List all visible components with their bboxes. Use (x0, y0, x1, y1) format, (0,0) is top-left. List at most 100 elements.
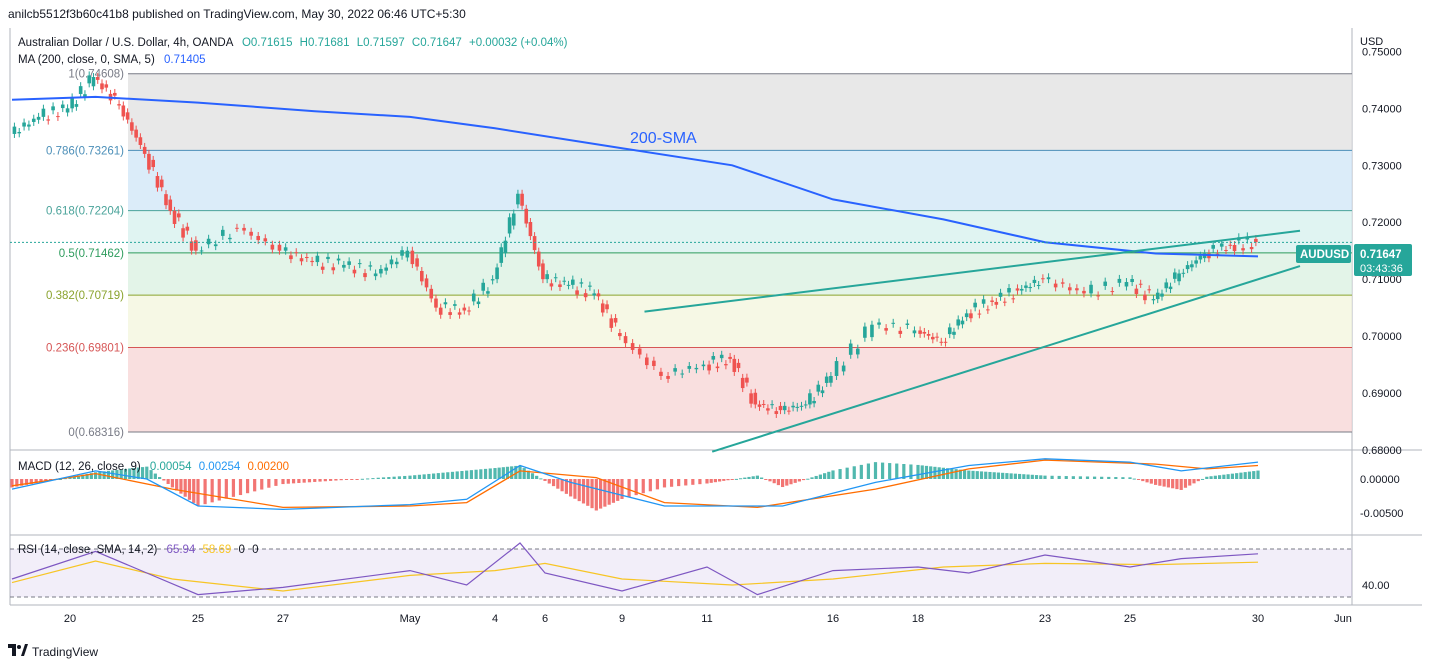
macd-histogram-bar (1218, 475, 1222, 479)
tradingview-logo-icon[interactable] (8, 641, 28, 663)
candle-body (213, 244, 218, 247)
macd-histogram-bar (726, 479, 730, 481)
candle-body (863, 326, 867, 338)
macd-histogram-bar (1039, 475, 1043, 479)
macd-histogram-bar (641, 479, 645, 494)
fib-zone (128, 210, 1352, 253)
candle-body (719, 354, 724, 359)
sma-200-line (11, 95, 1259, 258)
candle-body (1177, 273, 1181, 282)
macd-histogram-bar (655, 479, 660, 490)
candle-body (434, 298, 438, 308)
candle-body (1019, 288, 1024, 291)
time-axis-label: 6 (542, 613, 548, 625)
candle-body (41, 108, 46, 117)
candle-body (1232, 245, 1237, 252)
candle-body (592, 293, 596, 296)
chart-area[interactable]: 1(0.74608) 0.786(0.73261) 0.618(0.72204) 0.… (0, 28, 1432, 640)
macd-histogram-bar (497, 467, 501, 479)
candle-body (78, 86, 83, 94)
candle-body (973, 302, 977, 308)
candle-body (1147, 289, 1151, 291)
candle-body (389, 259, 394, 265)
macd-histogram-bar (455, 471, 459, 479)
candle-body (1219, 243, 1224, 247)
macd-histogram-bar (1243, 472, 1247, 479)
candle-body (87, 75, 91, 84)
candle-body (816, 384, 821, 392)
candle-body (368, 265, 373, 267)
fib-zone (128, 73, 1352, 151)
candle-body (277, 244, 282, 251)
macd-line (11, 458, 1259, 511)
candle-body (659, 371, 663, 376)
candle-body (637, 348, 642, 355)
rsi-value: 65.94 (167, 544, 196, 556)
macd-histogram-bar (755, 475, 759, 479)
rsi-line (11, 542, 1259, 596)
candle-body (117, 104, 121, 106)
candle-body (503, 240, 508, 254)
candle-body (1082, 290, 1086, 294)
candle-body (666, 375, 670, 379)
macd-histogram-bar (260, 479, 264, 490)
candle-body (1155, 292, 1160, 300)
candle-body (596, 293, 601, 297)
macd-histogram-bar (465, 470, 469, 479)
macd-histogram-bar (522, 468, 526, 479)
time-axis-label: Jun (1334, 613, 1352, 625)
macd-histogram-bar (1001, 472, 1005, 479)
macd-histogram-bar (1085, 476, 1090, 479)
candle-body (83, 94, 87, 97)
candle-body (185, 226, 190, 231)
candle-body (740, 377, 745, 389)
symbol-tag-name: AUDUSD (1300, 249, 1349, 261)
candle-body (113, 92, 117, 96)
candle-body (848, 343, 853, 355)
macd-histogram-bar (1043, 475, 1047, 479)
fib-level-label: 1(0.74608) (68, 69, 124, 81)
candle-body (782, 405, 787, 411)
macd-histogram-bar (1209, 476, 1213, 479)
macd-histogram-bar (760, 477, 764, 479)
macd-histogram-bar (962, 470, 967, 479)
candle-body (812, 400, 816, 404)
candle-body (453, 304, 457, 306)
symbol-tag[interactable]: AUDUSD 0.71647 03:43:36 (1296, 244, 1412, 276)
candle-body (956, 319, 961, 326)
macd-value: 0.00254 (199, 461, 241, 473)
macd-histogram-bar (224, 479, 228, 499)
legend-symbol: Australian Dollar / U.S. Dollar, 4h, OAN… (18, 37, 234, 49)
candle-body (511, 213, 516, 226)
macd-histogram-bar (1247, 471, 1252, 479)
candle-body (181, 228, 185, 238)
price-tick-label: 0.70000 (1362, 331, 1402, 343)
candle-body (644, 357, 649, 366)
macd-histogram-bar (360, 478, 364, 480)
candle-body (31, 118, 36, 122)
macd-histogram-bar (616, 479, 620, 501)
price-tick-label: 0.69000 (1362, 388, 1402, 400)
macd-histogram-bar (785, 479, 789, 486)
macd-histogram-bar (827, 471, 831, 479)
time-axis: 20 25 27 May 4 6 9 11 16 18 23 25 30 Jun (64, 613, 1352, 625)
macd-histogram-bar (267, 479, 271, 488)
macd-histogram-bar (34, 479, 38, 484)
macd-histogram-bar (94, 472, 98, 479)
macd-histogram-bar (196, 479, 200, 506)
macd-histogram-bar (530, 473, 535, 479)
rsi-sma-line (11, 560, 1259, 592)
macd-histogram-bar (573, 479, 577, 499)
macd-histogram-bar (192, 479, 196, 503)
candle-body (1160, 293, 1164, 297)
footer-brand[interactable]: TradingView (32, 644, 99, 659)
trendlines[interactable] (644, 229, 1301, 453)
candle-body (977, 313, 982, 315)
macd-histogram-bar (436, 473, 440, 479)
macd-histogram-bar (810, 477, 814, 479)
macd-histogram-bar (1034, 475, 1039, 479)
macd-histogram-bar (684, 479, 688, 486)
macd-histogram-bar (307, 479, 312, 483)
macd-histogram-bar (474, 469, 478, 479)
candle-body (415, 258, 419, 267)
